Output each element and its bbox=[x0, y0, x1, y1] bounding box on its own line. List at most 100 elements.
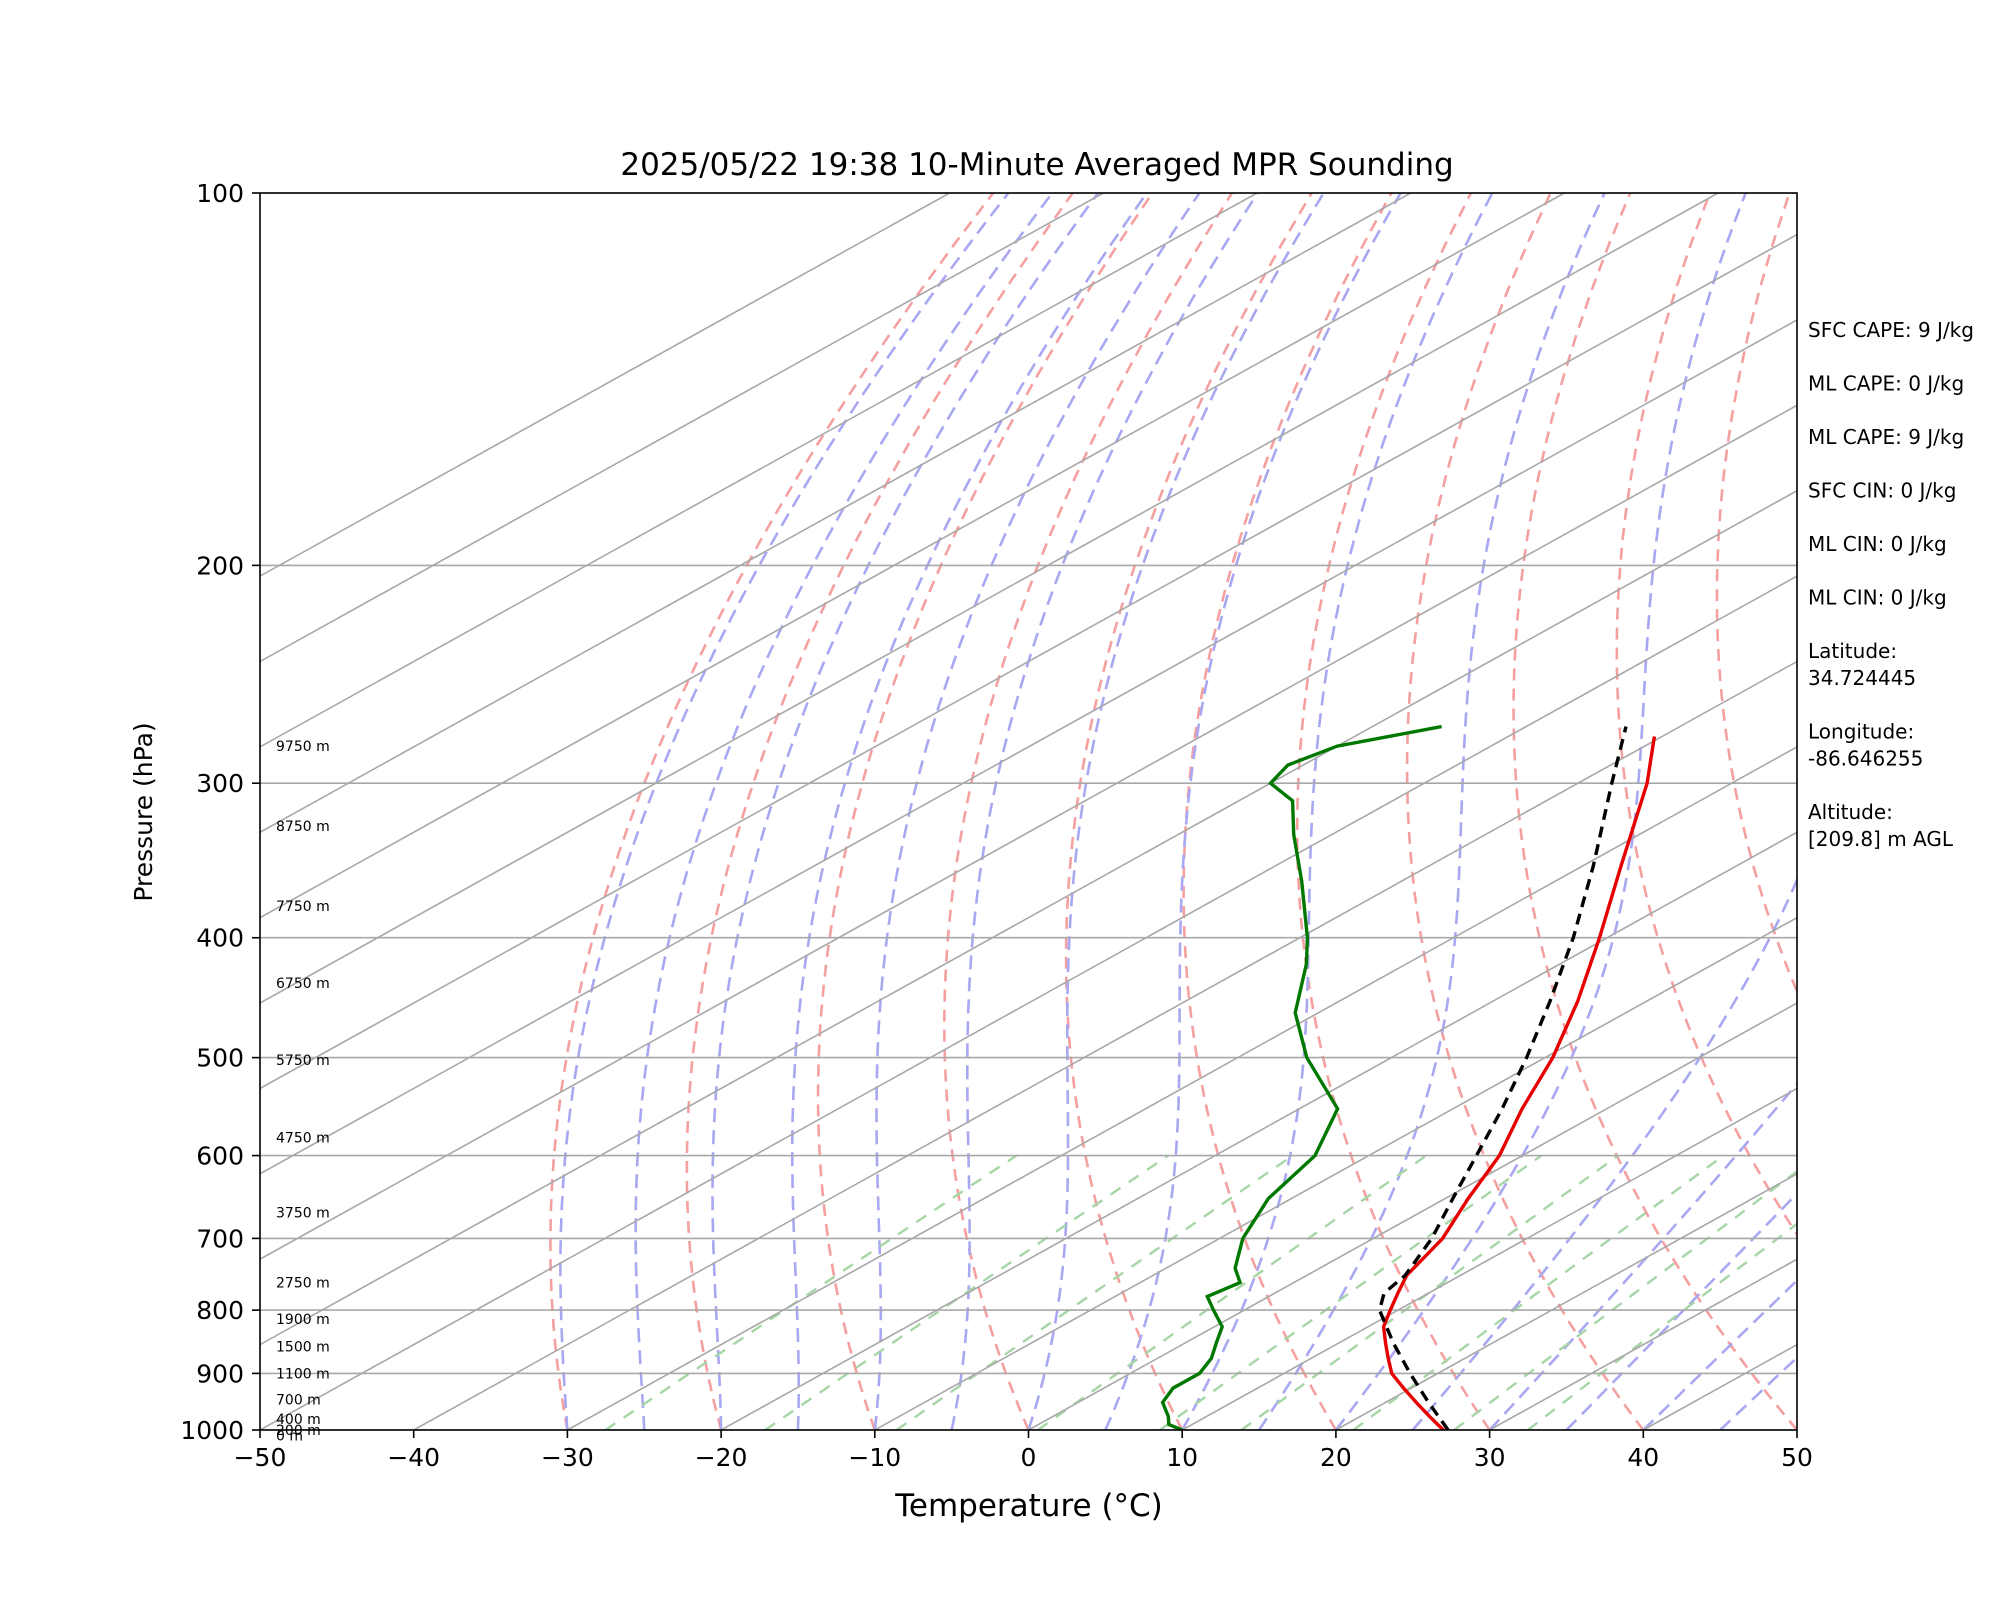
moist-adiabat bbox=[1334, 193, 1747, 1430]
height-label: 1500 m bbox=[276, 1339, 330, 1355]
y-tick-label: 700 bbox=[196, 1224, 244, 1253]
height-annotations: 9750 m 8750 m 7750 m 6750 m 5750 m 4750 m 3750… bbox=[276, 739, 330, 1444]
height-label: 8750 m bbox=[276, 819, 330, 835]
height-label: 200 m bbox=[276, 1423, 321, 1439]
stat-line: Altitude: bbox=[1808, 800, 1893, 824]
isotherm-line bbox=[260, 193, 1104, 663]
dry-adiabat bbox=[1512, 193, 1797, 1430]
sounding-statistics: SFC CAPE: 9 J/kg ML CAPE: 0 J/kg ML CAPE: … bbox=[1808, 318, 1974, 851]
stat-line: SFC CAPE: 9 J/kg bbox=[1808, 318, 1974, 342]
height-label: 6750 m bbox=[276, 976, 330, 992]
background-reference-lines bbox=[260, 193, 1797, 1430]
isotherm-line bbox=[1335, 1172, 1797, 1430]
y-axis-label: Pressure (hPa) bbox=[129, 722, 158, 901]
x-tick-label: 50 bbox=[1781, 1443, 1813, 1472]
parcel-profile-line bbox=[1377, 726, 1628, 1430]
stat-line: [209.8] m AGL bbox=[1808, 827, 1954, 851]
moist-adiabat bbox=[1104, 193, 1402, 1430]
isotherm-line bbox=[260, 319, 1797, 1175]
x-tick-label: −10 bbox=[848, 1443, 901, 1472]
dry-adiabat bbox=[1064, 193, 1313, 1430]
x-tick-label: −40 bbox=[387, 1443, 440, 1472]
height-label: 400 m bbox=[276, 1412, 321, 1428]
moist-adiabat bbox=[1411, 876, 1797, 1430]
dry-adiabat bbox=[549, 193, 995, 1430]
isotherm-line bbox=[260, 193, 1719, 1004]
isotherm-line bbox=[1028, 1002, 1797, 1430]
y-tick-label: 800 bbox=[196, 1296, 244, 1325]
stat-line: ML CAPE: 0 J/kg bbox=[1808, 372, 1964, 396]
isotherm-line bbox=[413, 660, 1797, 1430]
x-tick-label: 30 bbox=[1474, 1443, 1506, 1472]
isotherm-line bbox=[260, 575, 1797, 1430]
height-label: 0 m bbox=[276, 1428, 303, 1444]
moist-adiabat bbox=[1565, 1191, 1797, 1430]
isotherm-line bbox=[260, 193, 1258, 748]
dry-adiabat bbox=[685, 193, 1074, 1430]
isotherm-line bbox=[720, 831, 1797, 1430]
stat-line: Latitude: bbox=[1808, 639, 1897, 663]
x-tick-label: −50 bbox=[234, 1443, 287, 1472]
stat-line: ML CIN: 0 J/kg bbox=[1808, 586, 1947, 610]
dry-adiabat bbox=[1295, 193, 1491, 1430]
temperature-line bbox=[1381, 736, 1657, 1430]
height-label: 4750 m bbox=[276, 1130, 330, 1146]
isotherm-line bbox=[260, 193, 1565, 919]
y-tick-label: 300 bbox=[196, 769, 244, 798]
height-label: 9750 m bbox=[276, 739, 330, 755]
dry-adiabat bbox=[1405, 193, 1645, 1430]
stat-line: -86.646255 bbox=[1808, 747, 1923, 771]
x-tick-label: 10 bbox=[1166, 1443, 1198, 1472]
chart-title: 2025/05/22 19:38 10-Minute Averaged MPR … bbox=[620, 147, 1453, 183]
isotherm-line bbox=[260, 193, 950, 578]
moist-adiabat bbox=[791, 193, 1148, 1430]
sounding-profiles bbox=[1160, 724, 1657, 1430]
y-tick-label: 400 bbox=[196, 924, 244, 953]
stat-line: Longitude: bbox=[1808, 720, 1914, 744]
x-axis-label: Temperature (°C) bbox=[894, 1488, 1163, 1524]
stat-line: ML CIN: 0 J/kg bbox=[1808, 532, 1947, 556]
isotherm-line bbox=[1181, 1087, 1797, 1430]
isotherm-line bbox=[567, 745, 1797, 1430]
y-tick-label: 900 bbox=[196, 1359, 244, 1388]
dry-adiabat bbox=[1182, 193, 1393, 1430]
isotherm-line bbox=[260, 233, 1797, 1090]
height-label: 5750 m bbox=[276, 1053, 330, 1069]
x-axis-ticks: −50 −40 −30 −20 −10 0 10 20 30 40 50 bbox=[234, 1430, 1813, 1472]
x-tick-label: 40 bbox=[1627, 1443, 1659, 1472]
isotherm-line bbox=[260, 193, 1412, 834]
height-label: 1100 m bbox=[276, 1366, 330, 1382]
height-label: 1900 m bbox=[276, 1312, 330, 1328]
x-tick-label: −20 bbox=[695, 1443, 748, 1472]
stat-line: ML CAPE: 9 J/kg bbox=[1808, 425, 1964, 449]
moist-adiabat bbox=[1257, 193, 1606, 1430]
y-tick-label: 100 bbox=[196, 179, 244, 208]
x-tick-label: −30 bbox=[541, 1443, 594, 1472]
isotherm-line bbox=[260, 404, 1797, 1261]
height-label: 3750 m bbox=[276, 1205, 330, 1221]
stat-line: 34.724445 bbox=[1808, 666, 1916, 690]
y-tick-label: 500 bbox=[196, 1044, 244, 1073]
stat-line: SFC CIN: 0 J/kg bbox=[1808, 479, 1956, 503]
y-axis-ticks: 100 200 300 400 500 600 700 800 900 1000 bbox=[180, 179, 260, 1445]
x-tick-label: 20 bbox=[1320, 1443, 1352, 1472]
moist-adiabat bbox=[1027, 193, 1325, 1430]
dry-adiabat bbox=[816, 193, 1154, 1430]
moist-adiabat bbox=[711, 193, 1100, 1430]
dewpoint-line bbox=[1160, 724, 1442, 1430]
height-label: 2750 m bbox=[276, 1276, 330, 1292]
moist-adiabat bbox=[950, 193, 1259, 1430]
y-tick-label: 1000 bbox=[180, 1416, 244, 1445]
isotherm-line bbox=[874, 916, 1797, 1430]
isotherm-line bbox=[260, 489, 1797, 1346]
moist-adiabat bbox=[873, 193, 1201, 1430]
moist-adiabat bbox=[634, 193, 1054, 1430]
x-tick-label: 0 bbox=[1021, 1443, 1037, 1472]
moist-adiabat bbox=[1488, 1081, 1797, 1430]
y-tick-label: 200 bbox=[196, 551, 244, 580]
dry-adiabat bbox=[942, 193, 1234, 1430]
height-label: 700 m bbox=[276, 1393, 321, 1409]
height-label: 7750 m bbox=[276, 899, 330, 915]
